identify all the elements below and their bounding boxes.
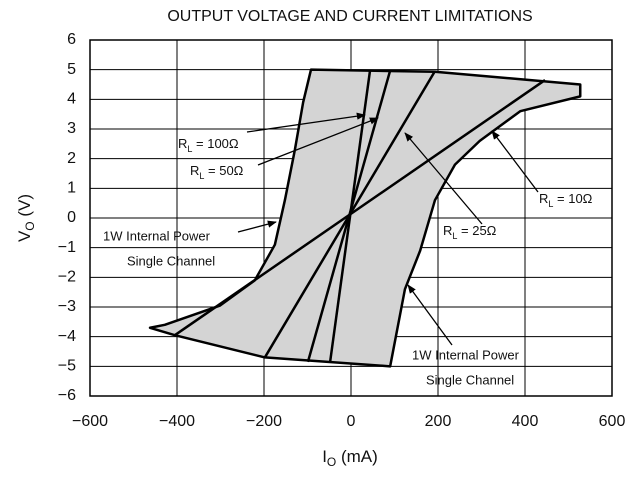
y-tick-label: −2 [58, 269, 76, 286]
annotation-arrow [491, 130, 539, 193]
plot-border [89, 39, 613, 397]
y-axis-label-rest: (V) [15, 194, 34, 221]
annotation-rest: = 50Ω [204, 163, 243, 178]
x-tick-label: −600 [72, 413, 108, 430]
annotation-arrow [407, 284, 453, 346]
x-axis-label-sub: O [327, 455, 336, 469]
annotation-arrow [246, 112, 366, 133]
annotation-main: R [178, 136, 187, 151]
annotation-sub: L [187, 144, 192, 154]
x-tick-label: −200 [246, 413, 282, 430]
annotation-arrow [257, 117, 379, 166]
operating-region [148, 68, 582, 368]
annotation: RL = 50Ω [190, 163, 244, 181]
x-tick-label: 200 [425, 413, 452, 430]
annotation: 1W Internal Power [412, 347, 520, 362]
annotation: RL = 25Ω [443, 223, 497, 241]
y-tick-label: −3 [58, 298, 76, 315]
x-axis-label-rest: (mA) [336, 447, 378, 466]
y-tick-label: 4 [67, 91, 76, 108]
y-axis-label-sub: O [23, 221, 37, 230]
y-tick-label: 0 [67, 209, 76, 226]
annotation-rest: = 10Ω [553, 191, 592, 206]
annotation-main: R [539, 191, 548, 206]
annotation-sub: L [452, 231, 457, 241]
annotation: Single Channel [127, 253, 215, 268]
y-tick-label: 3 [67, 120, 76, 137]
x-axis-label-main: I [322, 447, 327, 466]
annotation: Single Channel [426, 372, 514, 387]
x-axis-label: IO (mA) [322, 447, 378, 469]
x-tick-label: −400 [159, 413, 195, 430]
annotation-rest: = 25Ω [457, 223, 496, 238]
y-tick-label: 1 [67, 180, 76, 197]
y-tick-label: −4 [58, 328, 76, 345]
load-line [174, 79, 546, 337]
annotation-arrow [237, 220, 277, 233]
annotation-rest: = 100Ω [192, 136, 239, 151]
y-tick-label: −1 [58, 239, 76, 256]
y-tick-label: −5 [58, 358, 76, 375]
chart-title: OUTPUT VOLTAGE AND CURRENT LIMITATIONS [167, 8, 532, 25]
annotation-sub: L [199, 171, 204, 181]
y-tick-label: −6 [58, 387, 76, 404]
annotation-sub: L [548, 199, 553, 209]
x-tick-label: 600 [599, 413, 626, 430]
annotation: 1W Internal Power [103, 228, 211, 243]
y-tick-label: 5 [67, 61, 76, 78]
x-tick-label: 0 [347, 413, 356, 430]
annotation-main: R [443, 223, 452, 238]
annotation-arrow [404, 132, 483, 225]
annotation-main: R [190, 163, 199, 178]
y-tick-label: 2 [67, 150, 76, 167]
y-axis-label-main: V [15, 230, 34, 242]
y-tick-label: 6 [67, 31, 76, 48]
annotation: RL = 10Ω [539, 191, 593, 209]
y-axis-label: VO (V) [15, 194, 37, 242]
annotation: RL = 100Ω [178, 136, 239, 154]
x-tick-label: 400 [512, 413, 539, 430]
